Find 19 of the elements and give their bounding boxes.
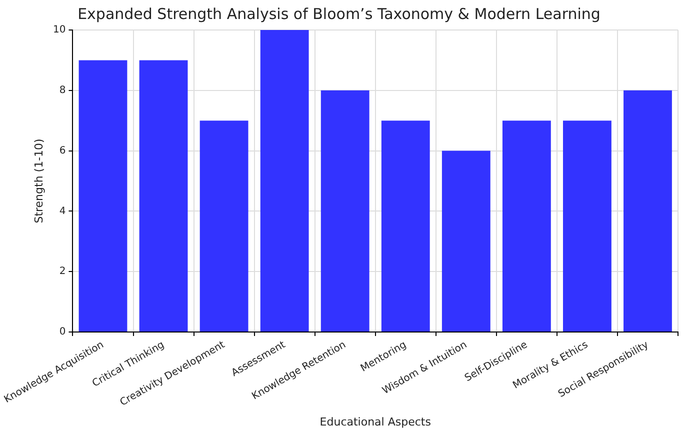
bar — [139, 60, 188, 332]
y-tick-label: 8 — [59, 84, 66, 96]
bar — [624, 90, 672, 332]
y-axis-title: Strength (1-10) — [32, 138, 46, 224]
bar — [562, 120, 612, 332]
chart-title: Expanded Strength Analysis of Bloom’s Taxonomy & Modern Learning — [78, 4, 600, 23]
bar — [320, 90, 370, 332]
y-tick-label: 2 — [59, 266, 66, 278]
bar — [260, 30, 309, 332]
bar — [442, 150, 490, 332]
y-tick-label: 0 — [59, 326, 66, 338]
bar — [78, 60, 128, 332]
x-axis-title: Educational Aspects — [320, 415, 432, 428]
bar — [502, 120, 551, 332]
bar — [381, 120, 430, 332]
y-tick-label: 4 — [59, 206, 66, 217]
y-tick-label: 10 — [52, 24, 66, 36]
y-tick-label: 6 — [59, 145, 66, 156]
bar — [200, 120, 248, 332]
